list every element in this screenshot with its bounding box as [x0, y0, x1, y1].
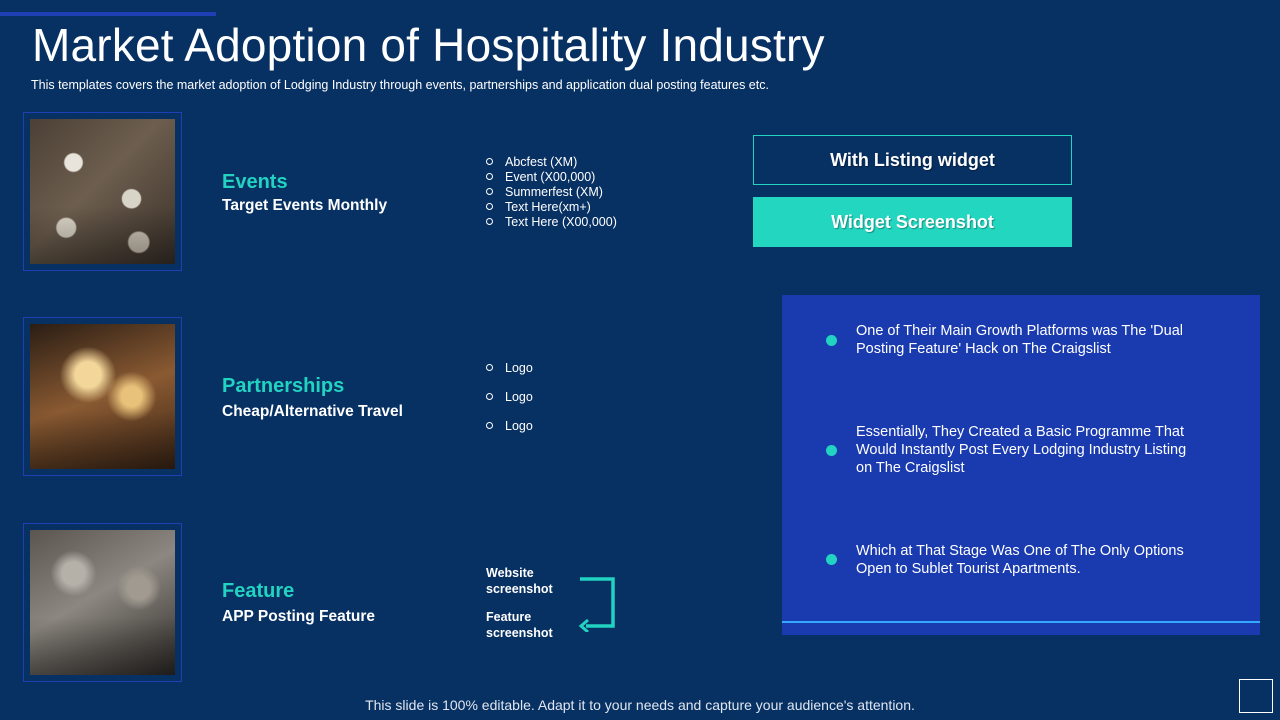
list-item: Abcfest (XM) [486, 154, 617, 169]
ring-bullet-icon [486, 173, 493, 180]
feature-photo-frame [23, 523, 182, 682]
feature-subtitle: APP Posting Feature [222, 608, 376, 625]
slide-footer: This slide is 100% editable. Adapt it to… [365, 697, 915, 713]
events-subtitle: Target Events Monthly [222, 197, 388, 214]
list-item-text: Logo [505, 360, 533, 375]
bullet-dot-icon [826, 554, 837, 565]
events-list: Abcfest (XM) Event (X00,000) Summerfest … [486, 154, 617, 229]
website-screenshot-label: Website screenshot [486, 566, 553, 596]
list-item: Text Here(xm+) [486, 199, 617, 214]
partnerships-title: Partnerships [222, 375, 345, 397]
panel-bottom-line [782, 621, 1260, 623]
corner-box [1239, 679, 1273, 713]
ring-bullet-icon [486, 422, 493, 429]
feature-screenshot-label: Feature screenshot [486, 610, 553, 640]
top-accent-bar [0, 12, 216, 16]
slide-subtitle: This templates covers the market adoptio… [31, 78, 769, 92]
ring-bullet-icon [486, 188, 493, 195]
loop-arrow-icon [578, 577, 615, 632]
ring-bullet-icon [486, 203, 493, 210]
slide-title: Market Adoption of Hospitality Industry [32, 19, 825, 71]
info-point: Which at That Stage Was One of The Only … [856, 543, 1184, 577]
list-item-text: Logo [505, 389, 533, 404]
list-item-text: Event (X00,000) [505, 169, 596, 184]
with-listing-widget-button[interactable]: With Listing widget [753, 135, 1072, 185]
ring-bullet-icon [486, 158, 493, 165]
feature-photo [30, 530, 175, 675]
list-item-text: Text Here(xm+) [505, 199, 591, 214]
list-item-text: Text Here (X00,000) [505, 214, 617, 229]
partnerships-subtitle: Cheap/Alternative Travel [222, 403, 403, 420]
list-item-text: Abcfest (XM) [505, 154, 578, 169]
partnerships-photo [30, 324, 175, 469]
widget-screenshot-button[interactable]: Widget Screenshot [753, 197, 1072, 247]
list-item: Logo [486, 411, 533, 440]
ring-bullet-icon [486, 393, 493, 400]
ring-bullet-icon [486, 364, 493, 371]
info-point: Essentially, They Created a Basic Progra… [856, 424, 1187, 476]
list-item: Logo [486, 353, 533, 382]
events-photo [30, 119, 175, 264]
list-item-text: Logo [505, 418, 533, 433]
events-photo-frame [23, 112, 182, 271]
partnerships-photo-frame [23, 317, 182, 476]
list-item: Logo [486, 382, 533, 411]
info-point: One of Their Main Growth Platforms was T… [856, 323, 1184, 357]
list-item: Text Here (X00,000) [486, 214, 617, 229]
partnerships-logo-list: Logo Logo Logo [486, 353, 533, 440]
list-item: Summerfest (XM) [486, 184, 617, 199]
bullet-dot-icon [826, 445, 837, 456]
bullet-dot-icon [826, 335, 837, 346]
list-item-text: Summerfest (XM) [505, 184, 603, 199]
feature-title: Feature [222, 580, 295, 602]
info-panel: One of Their Main Growth Platforms was T… [782, 295, 1260, 635]
events-title: Events [222, 171, 288, 193]
list-item: Event (X00,000) [486, 169, 617, 184]
ring-bullet-icon [486, 218, 493, 225]
